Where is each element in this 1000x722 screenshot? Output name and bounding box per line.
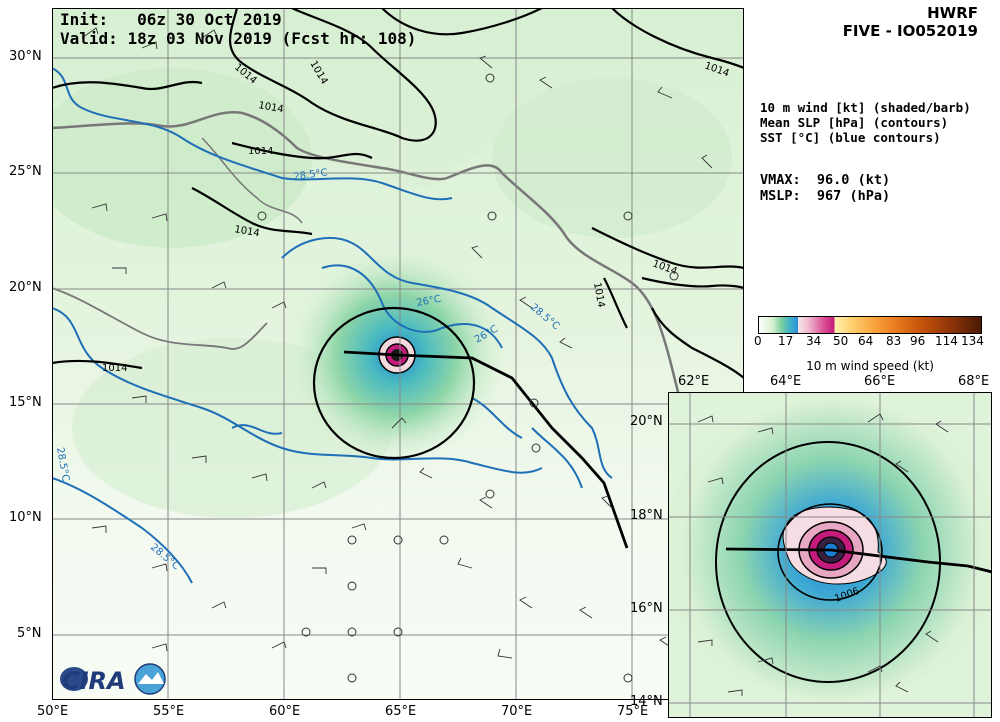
mslp-label: MSLP: [760,188,801,204]
inset-wind-barbs [697,413,949,696]
colorbar-label: 10 m wind speed (kt) [806,359,934,373]
y-tick-25N: 25°N [9,164,42,179]
cbar-tick-114: 114 [935,334,958,348]
cbar-tick-34: 34 [806,334,822,348]
valid-label: Valid: [60,29,118,48]
inset-y-tick-20N: 20°N [630,414,663,429]
cbar-tick-83: 83 [886,334,902,348]
x-tick-65E: 65°E [385,704,417,719]
main-map-frame [52,8,744,700]
legend-sst: SST [°C] (blue contours) [760,130,941,145]
calm-markers [257,73,679,683]
mslp-value: 967 [816,188,842,204]
legend-slp: Mean SLP [hPa] (contours) [760,115,949,130]
isobar-label: 1014 [257,100,284,115]
inset-x-tick-62E: 62°E [678,374,710,389]
cbar-tick-64: 64 [858,334,874,348]
init-line: Init: 06z 30 Oct 2019 [60,10,282,30]
x-tick-75E: 75°E [617,704,649,719]
vmax-unit: (kt) [857,172,891,188]
coastline-gulf [201,137,303,224]
isobar-label: 1014 [233,224,260,239]
y-tick-15N: 15°N [9,395,42,410]
isobar-label: 1014 [591,282,606,309]
cira-logo-text: CIRA [62,667,126,695]
grid [52,8,744,700]
y-tick-30N: 30°N [9,49,42,64]
vmax-label: VMAX: [760,172,801,188]
cbar-tick-0: 0 [754,334,762,348]
x-tick-70E: 70°E [501,704,533,719]
legend-wind: 10 m wind [kt] (shaded/barb) [760,100,971,115]
inset-y-tick-14N: 14°N [630,694,663,709]
inset-map: 1006 [668,392,992,718]
colorbar-ticks: 0 17 34 50 64 83 96 114 134 [754,334,984,350]
inset-grid [668,392,992,718]
y-tick-10N: 10°N [9,510,42,525]
cira-logo: CIRA [60,663,166,695]
inset-x-tick-68E: 68°E [958,374,990,389]
main-map: 28.5°C 26°C 28.5°C 26°C 28.5°C 28.5°C 10… [52,8,744,700]
isobar-label: 1014 [102,363,127,374]
x-tick-50E: 50°E [37,704,69,719]
coastline-india [52,111,700,569]
colorbar [758,316,982,334]
valid-line: Valid: 18z 03 Nov 2019 (Fcst hr: 108) [60,29,416,49]
cbar-tick-96: 96 [910,334,926,348]
wind-barbs [81,27,713,659]
inset-y-tick-18N: 18°N [630,508,663,523]
inset-frame [668,392,992,718]
y-tick-5N: 5°N [17,626,42,641]
inset-panel: 1006 20°N 18°N 16°N 14°N [630,392,992,718]
cbar-tick-50: 50 [833,334,849,348]
cbar-tick-17: 17 [778,334,794,348]
land-north [52,8,744,188]
sst-label: 26°C [416,294,442,309]
mslp-line: MSLP: 967 (hPa) [760,188,890,204]
model-title: HWRF [927,4,978,22]
vmax-line: VMAX: 96.0 (kt) [760,172,890,188]
storm-title: FIVE - IO052019 [842,22,978,40]
isobar-label: 1014 [248,146,273,157]
inset-x-tick-64E: 64°E [770,374,802,389]
inset-storm-track [725,547,992,574]
wind-patch [492,78,732,238]
stats: VMAX: 96.0 (kt) MSLP: 967 (hPa) [760,172,890,204]
wind-patch [52,68,312,248]
x-tick-55E: 55°E [153,704,185,719]
inset-y-tick-16N: 16°N [630,601,663,616]
mslp-unit: (hPa) [849,188,891,204]
coastline-arabia [52,287,268,350]
storm-track [343,350,629,549]
x-tick-60E: 60°E [269,704,301,719]
inset-x-tick-66E: 66°E [864,374,896,389]
legend: 10 m wind [kt] (shaded/barb) Mean SLP [h… [760,100,971,145]
y-tick-20N: 20°N [9,280,42,295]
init-label: Init: [60,10,109,29]
init-time: 06z 30 Oct 2019 [137,10,282,29]
isobars [52,8,744,460]
sst-contours [52,67,613,584]
cbar-tick-134: 134 [961,334,984,348]
sst-label: 28.5°C [293,167,328,183]
valid-time: 18z 03 Nov 2019 (Fcst hr: 108) [127,29,417,48]
vmax-value: 96.0 [816,172,850,188]
inset-isobar-mid [777,503,883,601]
